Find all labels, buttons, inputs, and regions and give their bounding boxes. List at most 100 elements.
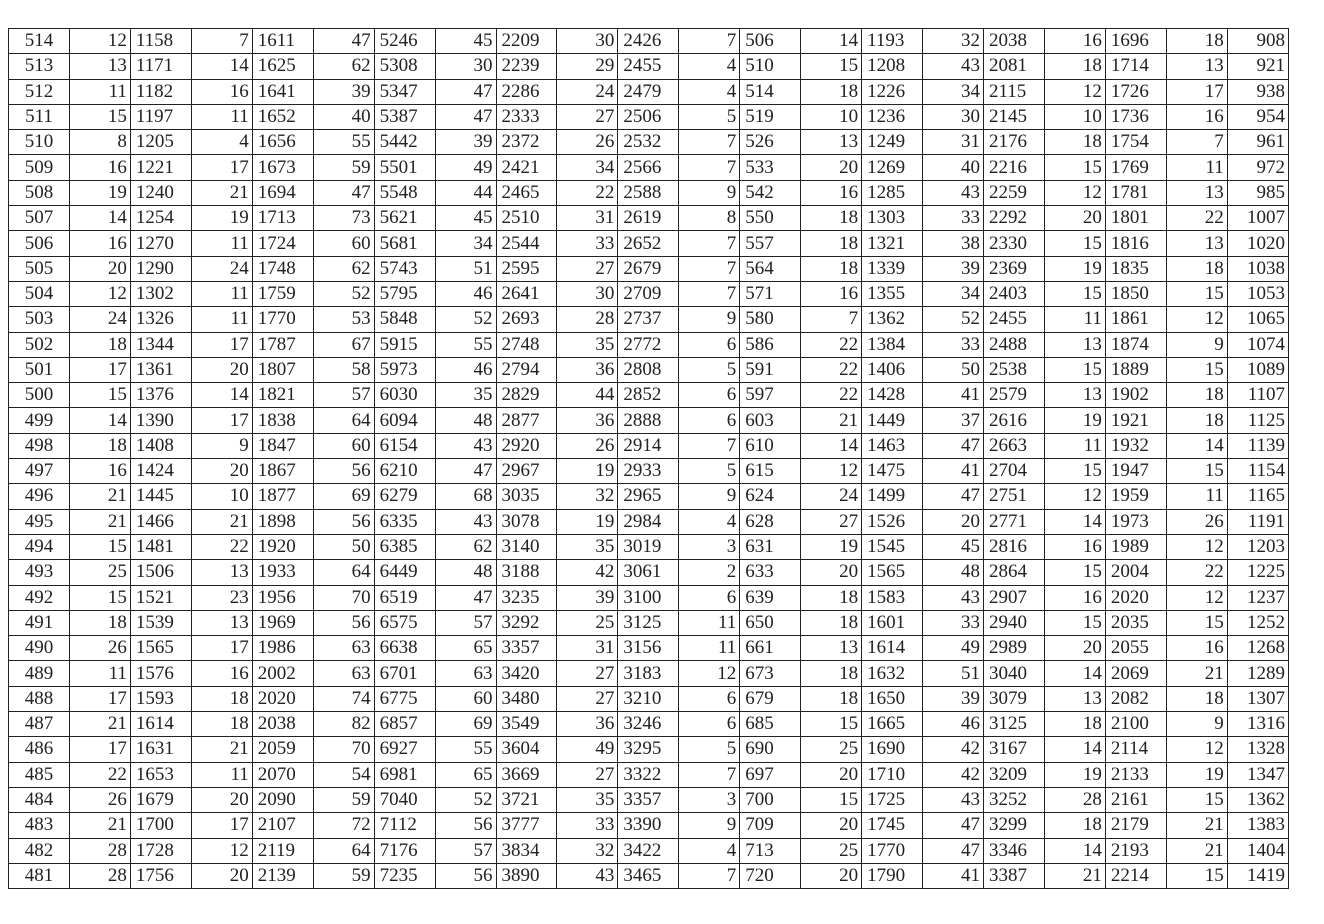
cumulative-cell: 1781: [1104, 179, 1167, 207]
count-cell: 48: [434, 559, 497, 586]
cumulative-cell: 5973: [373, 356, 436, 384]
cumulative-cell: 1361: [129, 356, 192, 384]
cumulative-cell: 3188: [495, 559, 558, 586]
cumulative-cell: 1526: [861, 508, 924, 535]
cumulative-cell: 2595: [495, 255, 558, 282]
cumulative-cell: 2239: [495, 53, 558, 80]
cumulative-cell: 1710: [861, 761, 924, 788]
count-cell: 19: [556, 508, 619, 535]
count-cell: 14: [190, 382, 253, 409]
cumulative-cell: 2292: [983, 205, 1045, 232]
count-cell: 14: [68, 205, 131, 232]
count-cell: 63: [312, 660, 375, 687]
count-cell: 18: [68, 432, 131, 460]
cumulative-cell: 628: [739, 508, 802, 535]
count-cell: 46: [434, 280, 497, 308]
count-cell: 16: [1165, 103, 1228, 131]
count-cell: 13: [1043, 382, 1106, 409]
cumulative-cell: 2002: [251, 660, 314, 687]
count-cell: 33: [556, 230, 619, 257]
count-cell: 34: [922, 280, 984, 308]
count-cell: 16: [1043, 27, 1106, 55]
count-cell: 44: [434, 179, 497, 207]
cumulative-cell: 985: [1226, 179, 1290, 207]
count-cell: 9: [678, 483, 741, 510]
cumulative-cell: 1889: [1104, 356, 1167, 384]
cumulative-cell: 3079: [983, 685, 1045, 713]
count-cell: 16: [68, 230, 131, 257]
cumulative-cell: 2829: [495, 382, 558, 409]
count-cell: 11: [190, 306, 253, 333]
cumulative-cell: 2069: [1104, 660, 1167, 687]
cumulative-cell: 1355: [861, 280, 924, 308]
count-cell: 15: [800, 53, 863, 80]
count-cell: 68: [434, 483, 497, 510]
table-row: 488 17 1593 18 2020 74 6775 60 3480 27 3210 6 679 18 1…: [8, 685, 1290, 713]
cumulative-cell: 1193: [861, 27, 924, 55]
cumulative-cell: 2114: [1104, 736, 1167, 763]
cumulative-cell: 1673: [251, 154, 314, 181]
count-cell: 18: [800, 660, 863, 687]
cumulative-cell: 2426: [617, 27, 680, 55]
count-cell: 18: [68, 609, 131, 637]
count-cell: 44: [556, 382, 619, 409]
cumulative-cell: 1756: [129, 862, 192, 890]
count-cell: 15: [1043, 559, 1106, 586]
count-cell: 69: [312, 483, 375, 510]
cumulative-cell: 1107: [1226, 382, 1290, 409]
cumulative-cell: 673: [739, 660, 802, 687]
cumulative-cell: 1316: [1226, 711, 1290, 738]
count-cell: 16: [190, 660, 253, 687]
count-cell: 56: [312, 609, 375, 637]
cumulative-cell: 2090: [251, 786, 314, 814]
cumulative-cell: 1770: [251, 306, 314, 333]
count-cell: 27: [556, 685, 619, 713]
cumulative-cell: 3834: [495, 837, 558, 864]
cumulative-cell: 2082: [1104, 685, 1167, 713]
count-cell: 9: [678, 306, 741, 333]
score-cell: 514: [8, 27, 70, 55]
count-cell: 13: [1165, 230, 1228, 257]
cumulative-cell: 1713: [251, 205, 314, 232]
cumulative-cell: 1208: [861, 53, 924, 80]
cumulative-cell: 1656: [251, 129, 314, 156]
count-cell: 13: [1043, 685, 1106, 713]
count-cell: 56: [434, 812, 497, 839]
count-cell: 17: [190, 154, 253, 181]
count-cell: 18: [190, 711, 253, 738]
count-cell: 3: [678, 533, 741, 561]
cumulative-cell: 2907: [983, 584, 1045, 611]
count-cell: 25: [556, 609, 619, 637]
cumulative-cell: 6210: [373, 458, 436, 485]
cumulative-cell: 1986: [251, 635, 314, 662]
cumulative-cell: 2506: [617, 103, 680, 131]
count-cell: 15: [68, 382, 131, 409]
count-cell: 43: [434, 508, 497, 535]
count-cell: 25: [68, 559, 131, 586]
cumulative-cell: 1641: [251, 78, 314, 105]
count-cell: 21: [68, 508, 131, 535]
count-cell: 20: [800, 812, 863, 839]
count-cell: 56: [312, 458, 375, 485]
score-cell: 498: [8, 432, 70, 460]
count-cell: 14: [1165, 432, 1228, 460]
cumulative-cell: 1390: [129, 407, 192, 434]
count-cell: 47: [434, 78, 497, 105]
cumulative-cell: 1631: [129, 736, 192, 763]
cumulative-cell: 1807: [251, 356, 314, 384]
cumulative-cell: 1801: [1104, 205, 1167, 232]
score-cell: 495: [8, 508, 70, 535]
cumulative-cell: 3387: [983, 862, 1045, 890]
count-cell: 12: [1165, 306, 1228, 333]
count-cell: 18: [800, 685, 863, 713]
count-cell: 14: [1043, 837, 1106, 864]
count-cell: 35: [556, 331, 619, 358]
cumulative-cell: 679: [739, 685, 802, 713]
cumulative-cell: 506: [739, 27, 802, 55]
count-cell: 36: [556, 407, 619, 434]
count-cell: 6: [678, 711, 741, 738]
count-cell: 26: [1165, 508, 1228, 535]
cumulative-cell: 3140: [495, 533, 558, 561]
count-cell: 22: [190, 533, 253, 561]
cumulative-cell: 1424: [129, 458, 192, 485]
